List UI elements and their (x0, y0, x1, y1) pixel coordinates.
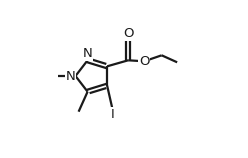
Text: N: N (66, 70, 75, 82)
Text: I: I (110, 108, 114, 121)
Text: O: O (123, 27, 133, 40)
Text: N: N (83, 47, 93, 60)
Text: O: O (139, 55, 149, 68)
